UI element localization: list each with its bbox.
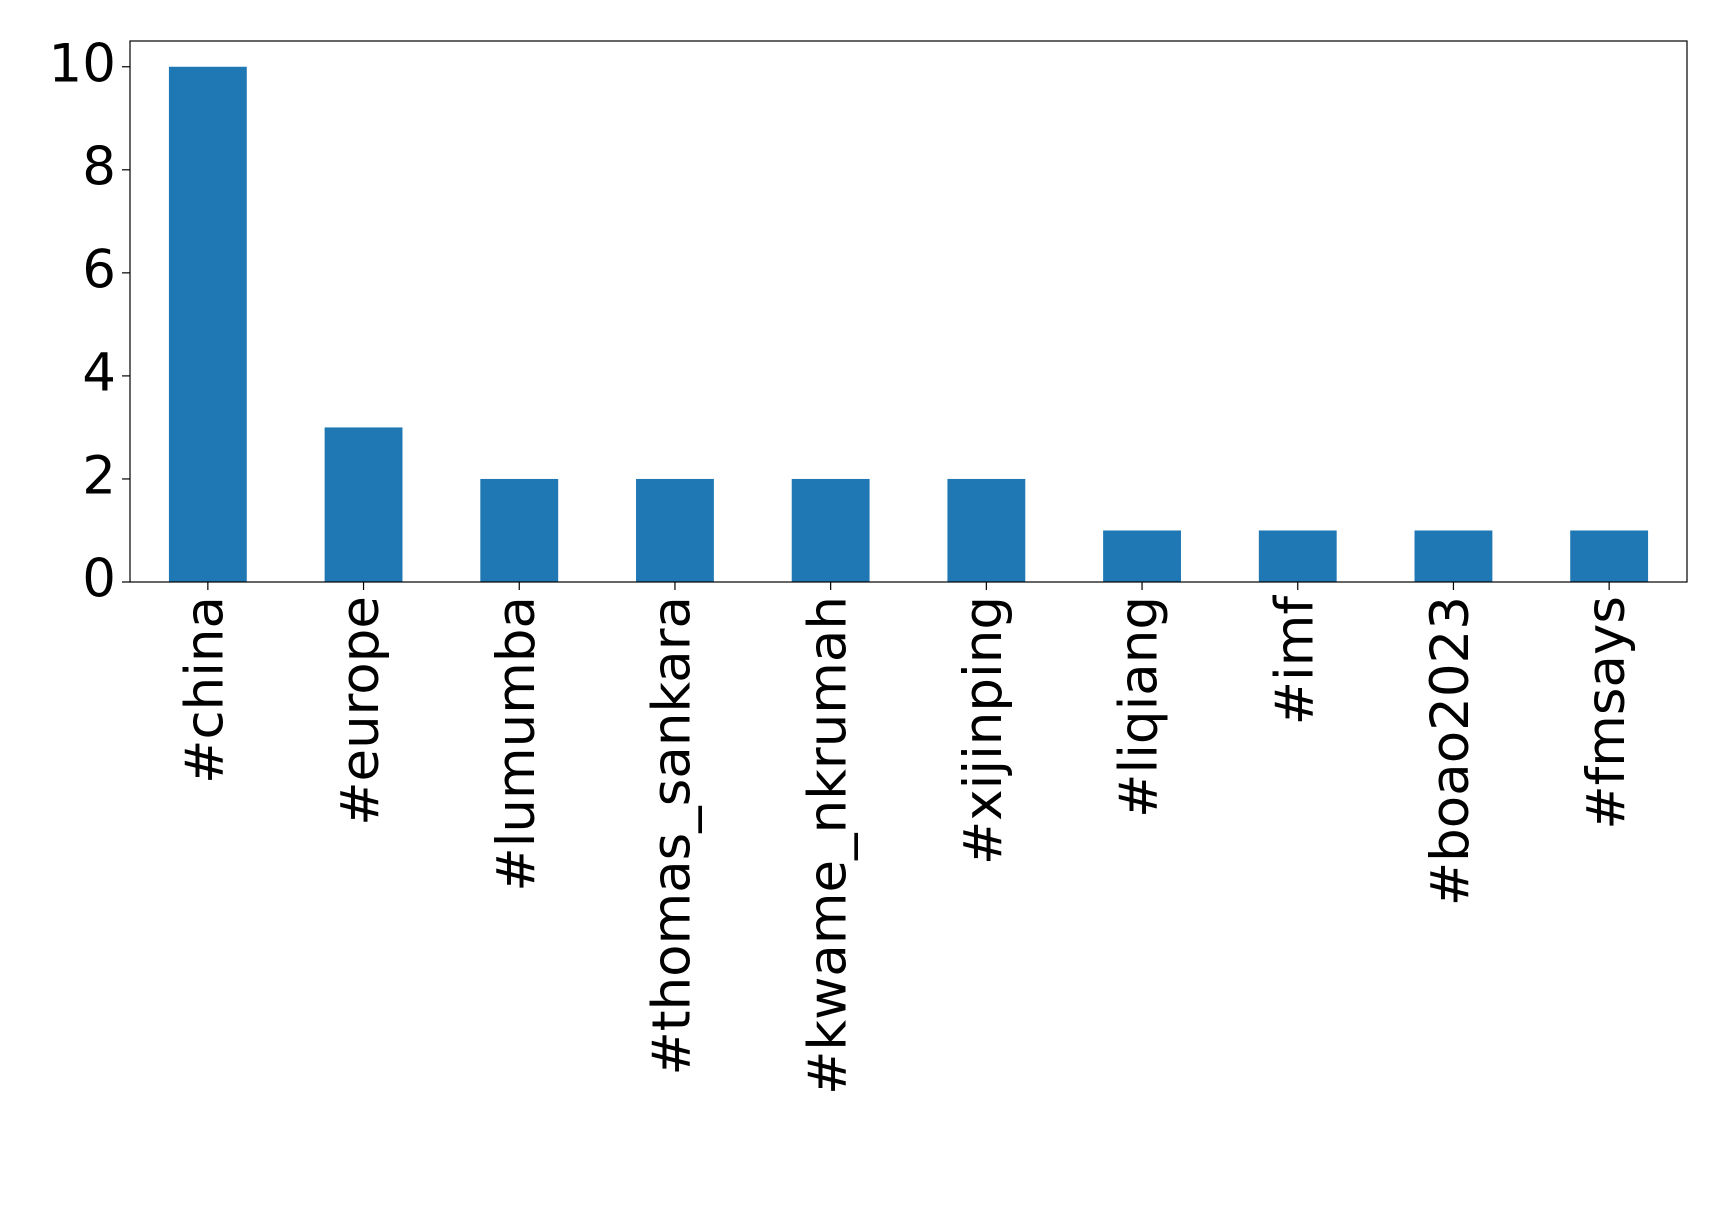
y-tick-label: 2 (82, 446, 116, 507)
bar (480, 478, 559, 582)
bar (636, 478, 714, 582)
y-tick-label: 8 (82, 136, 116, 197)
bar (1570, 530, 1649, 582)
x-tick-label: #liqiang (1109, 596, 1170, 818)
y-tick-label: 6 (82, 239, 116, 300)
x-tick-label: #boao2023 (1420, 596, 1481, 906)
x-tick-label: #xijinping (953, 596, 1014, 865)
bar (947, 478, 1026, 582)
x-tick-label: #lumumba (486, 596, 547, 892)
bar (1103, 530, 1181, 582)
x-tick-label: #china (174, 596, 235, 784)
bar (1258, 530, 1337, 582)
x-tick-label: #thomas_sankara (642, 596, 703, 1076)
x-tick-label: #fmsays (1576, 596, 1637, 830)
bar (324, 427, 403, 582)
x-tick-label: #imf (1264, 595, 1325, 726)
y-tick-label: 0 (82, 549, 116, 610)
x-tick-label: #europe (330, 596, 391, 826)
bar (791, 478, 870, 582)
x-tick-label: #kwame_nkrumah (797, 596, 858, 1095)
y-tick-label: 10 (49, 33, 116, 94)
y-tick-label: 4 (82, 343, 116, 404)
bar (1414, 530, 1493, 582)
plot-frame (129, 40, 1688, 583)
bar (168, 66, 247, 582)
